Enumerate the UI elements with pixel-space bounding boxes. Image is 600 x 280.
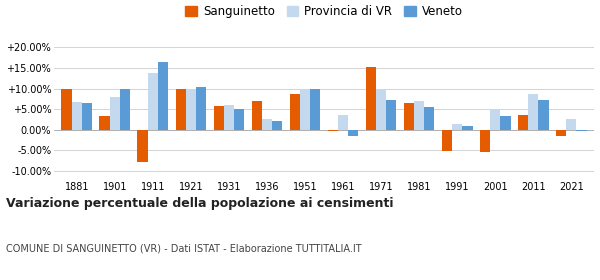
Bar — [234, 109, 244, 130]
Bar — [424, 107, 434, 130]
Bar — [452, 123, 462, 130]
Bar — [480, 130, 490, 151]
Bar — [148, 73, 158, 130]
Bar — [176, 88, 186, 130]
Bar — [338, 115, 348, 130]
Bar — [251, 101, 262, 130]
Bar — [158, 62, 168, 130]
Bar — [214, 106, 224, 130]
Bar — [528, 94, 538, 130]
Text: COMUNE DI SANGUINETTO (VR) - Dati ISTAT - Elaborazione TUTTITALIA.IT: COMUNE DI SANGUINETTO (VR) - Dati ISTAT … — [6, 244, 362, 254]
Bar — [71, 102, 82, 130]
Bar — [538, 100, 548, 130]
Bar — [262, 120, 272, 130]
Bar — [100, 116, 110, 130]
Bar — [310, 88, 320, 130]
Bar — [462, 127, 473, 130]
Bar — [110, 97, 120, 130]
Bar — [490, 110, 500, 130]
Bar — [328, 130, 338, 131]
Bar — [556, 130, 566, 136]
Bar — [404, 103, 414, 130]
Bar — [566, 119, 577, 130]
Bar — [196, 87, 206, 130]
Bar — [61, 89, 71, 130]
Bar — [224, 105, 234, 130]
Bar — [365, 67, 376, 130]
Bar — [442, 130, 452, 151]
Bar — [120, 88, 130, 130]
Legend: Sanguinetto, Provincia di VR, Veneto: Sanguinetto, Provincia di VR, Veneto — [181, 0, 467, 23]
Bar — [186, 89, 196, 130]
Bar — [414, 101, 424, 130]
Bar — [348, 130, 358, 136]
Bar — [500, 116, 511, 130]
Bar — [272, 121, 283, 130]
Bar — [300, 88, 310, 130]
Bar — [82, 103, 92, 130]
Bar — [518, 115, 528, 130]
Bar — [290, 94, 300, 130]
Bar — [376, 88, 386, 130]
Text: Variazione percentuale della popolazione ai censimenti: Variazione percentuale della popolazione… — [6, 197, 394, 210]
Bar — [137, 130, 148, 162]
Bar — [386, 100, 397, 130]
